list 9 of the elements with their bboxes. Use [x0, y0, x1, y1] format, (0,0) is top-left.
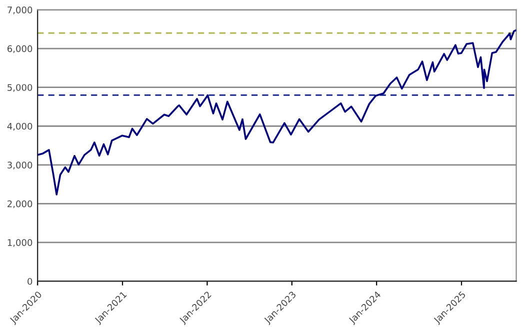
y-tick-label: 0	[28, 278, 32, 285]
line-series	[38, 30, 516, 196]
y-tick-label: 3,000	[8, 162, 32, 170]
y-tick-label: 5,000	[8, 84, 32, 92]
y-tick-label: 7,000	[8, 6, 32, 14]
y-tick-label: 4,000	[7, 122, 32, 131]
y-tick-label: 6,000	[8, 45, 32, 54]
y-tick-label: 1,000	[8, 239, 32, 247]
y-tick-label: 2,000	[8, 200, 32, 208]
